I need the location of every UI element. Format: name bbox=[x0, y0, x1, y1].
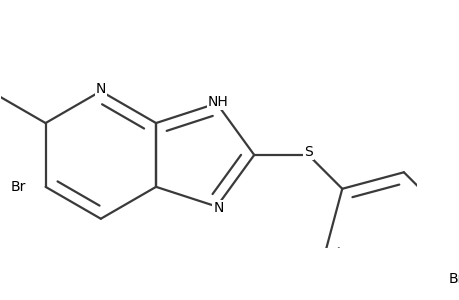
Text: Br: Br bbox=[448, 272, 459, 286]
Text: S: S bbox=[303, 145, 312, 159]
Text: N: N bbox=[213, 201, 223, 215]
Text: N: N bbox=[95, 82, 106, 96]
Text: Br: Br bbox=[11, 180, 26, 194]
Text: NH: NH bbox=[207, 94, 229, 109]
